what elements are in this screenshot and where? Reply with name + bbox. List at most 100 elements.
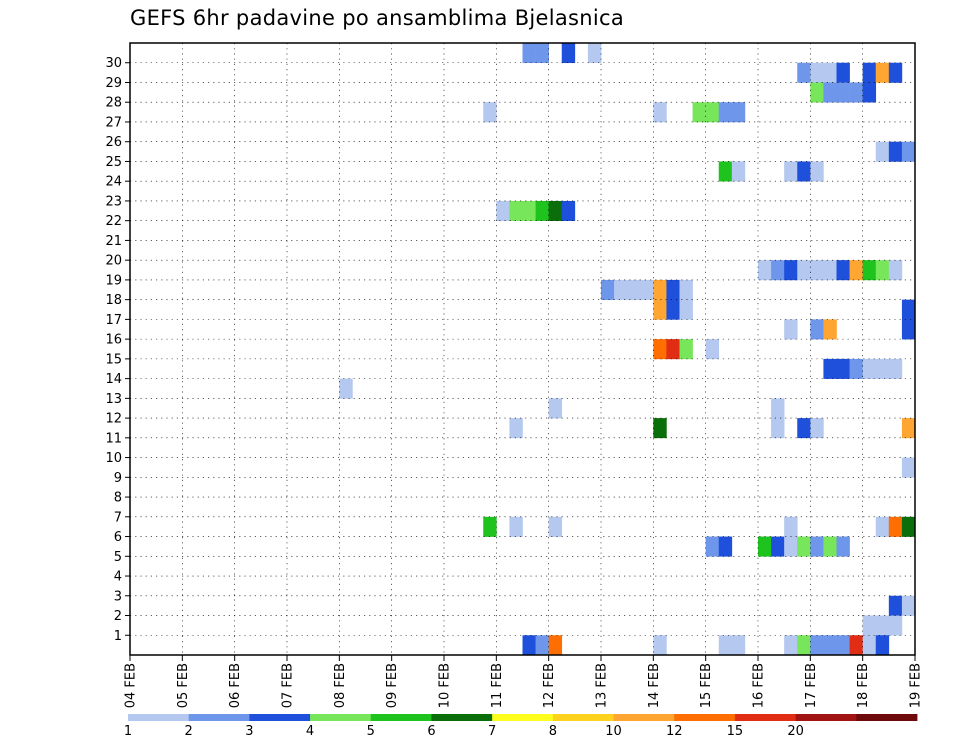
heatmap-cell bbox=[901, 141, 916, 162]
y-tick-label: 25 bbox=[105, 155, 122, 170]
colorbar-label: 4 bbox=[306, 724, 314, 739]
colorbar-swatch bbox=[492, 714, 554, 721]
x-tick-label: 14 FEB bbox=[647, 663, 662, 708]
colorbar-label: 1 bbox=[124, 724, 132, 739]
heatmap-cell bbox=[718, 102, 733, 123]
x-tick-label: 16 FEB bbox=[752, 663, 767, 708]
plot-frame bbox=[129, 42, 916, 656]
x-tick-label: 17 FEB bbox=[804, 663, 819, 708]
y-tick-label: 16 bbox=[105, 333, 122, 348]
heatmap-cell bbox=[836, 536, 850, 557]
heatmap-cell bbox=[535, 200, 549, 221]
heatmap-cell bbox=[875, 635, 890, 656]
heatmap-cell bbox=[679, 279, 693, 300]
heatmap-cell bbox=[797, 635, 811, 656]
heatmap-cell bbox=[797, 62, 811, 83]
heatmap-cell bbox=[666, 299, 680, 320]
heatmap-cell bbox=[823, 536, 837, 557]
heatmap-cell bbox=[784, 516, 798, 537]
y-tick-label: 11 bbox=[105, 431, 122, 446]
heatmap-cell bbox=[653, 102, 667, 123]
y-axis: 1234567891011121314151617181920212223242… bbox=[105, 56, 130, 644]
heatmap-cell bbox=[784, 319, 798, 340]
heatmap-cell bbox=[862, 358, 877, 379]
colorbar-swatch bbox=[431, 714, 493, 721]
heatmap-cell bbox=[653, 339, 667, 360]
heatmap-cell bbox=[535, 43, 549, 64]
y-tick-label: 23 bbox=[105, 194, 122, 209]
x-tick-label: 07 FEB bbox=[281, 663, 296, 708]
x-tick-label: 15 FEB bbox=[699, 663, 714, 708]
heatmap-cell bbox=[849, 82, 863, 103]
heatmap-cell bbox=[653, 299, 667, 320]
x-tick-label: 11 FEB bbox=[490, 663, 505, 708]
heatmap-cell bbox=[862, 635, 877, 656]
y-tick-label: 15 bbox=[105, 352, 122, 367]
heatmap-cell bbox=[810, 418, 824, 439]
heatmap-cell bbox=[548, 200, 563, 221]
heatmap-cell bbox=[731, 635, 746, 656]
heatmap-cell bbox=[901, 319, 916, 340]
heatmap-cell bbox=[339, 378, 353, 399]
heatmap-cell bbox=[810, 62, 824, 83]
heatmap-cell bbox=[548, 635, 563, 656]
colorbar: 1 2 3 4 5 6 7 8 10 12 15 20 bbox=[124, 714, 918, 739]
x-tick-label: 06 FEB bbox=[228, 663, 243, 708]
heatmap-cell bbox=[901, 418, 916, 439]
heatmap-cell bbox=[823, 319, 837, 340]
y-tick-label: 9 bbox=[114, 471, 122, 486]
y-tick-label: 26 bbox=[105, 135, 122, 150]
heatmap-cell bbox=[797, 161, 811, 182]
colorbar-label: 10 bbox=[605, 724, 622, 739]
heatmap-cell bbox=[522, 43, 536, 64]
x-tick-label: 10 FEB bbox=[438, 663, 453, 708]
y-tick-label: 8 bbox=[114, 491, 122, 506]
heatmap-cell bbox=[535, 635, 549, 656]
heatmap-cell bbox=[548, 516, 563, 537]
heatmap-cell bbox=[509, 516, 523, 537]
heatmap-cell bbox=[823, 358, 837, 379]
heatmap-cell bbox=[561, 200, 576, 221]
heatmap-cell bbox=[548, 398, 563, 419]
heatmap-cell bbox=[797, 418, 811, 439]
heatmap-cell bbox=[823, 635, 837, 656]
y-tick-label: 4 bbox=[114, 570, 122, 585]
colorbar-label: 8 bbox=[549, 724, 557, 739]
y-tick-label: 2 bbox=[114, 609, 122, 624]
x-tick-label: 19 FEB bbox=[909, 663, 924, 708]
chart-title: GEFS 6hr padavine po ansamblima Bjelasni… bbox=[130, 6, 625, 30]
colorbar-swatch bbox=[795, 714, 857, 721]
x-tick-label: 04 FEB bbox=[124, 663, 139, 708]
y-tick-label: 14 bbox=[105, 372, 122, 387]
heatmap-cell bbox=[483, 102, 497, 123]
heatmap-cell bbox=[810, 536, 824, 557]
heatmap-cell bbox=[653, 279, 667, 300]
heatmap-cell bbox=[771, 536, 785, 557]
colorbar-swatch bbox=[249, 714, 311, 721]
y-tick-label: 12 bbox=[105, 412, 122, 427]
heatmap-cell bbox=[888, 141, 903, 162]
heatmap-cell bbox=[483, 516, 497, 537]
heatmap-cell bbox=[888, 615, 903, 636]
heatmap-cell bbox=[731, 102, 746, 123]
heatmap-cell bbox=[823, 260, 837, 281]
heatmap-cell bbox=[875, 62, 890, 83]
heatmap-cell bbox=[627, 279, 641, 300]
colorbar-label: 15 bbox=[727, 724, 744, 739]
colorbar-swatch bbox=[370, 714, 432, 721]
colorbar-label: 12 bbox=[666, 724, 683, 739]
heatmap-cell bbox=[522, 200, 536, 221]
heatmap-cell bbox=[888, 516, 903, 537]
y-tick-label: 22 bbox=[105, 214, 122, 229]
heatmap-cell bbox=[718, 635, 733, 656]
y-tick-label: 5 bbox=[114, 550, 122, 565]
y-tick-label: 30 bbox=[105, 56, 122, 71]
heatmap-cell bbox=[614, 279, 628, 300]
colorbar-swatch bbox=[552, 714, 614, 721]
y-tick-label: 6 bbox=[114, 530, 122, 545]
heatmap-cell bbox=[875, 358, 890, 379]
heatmap-cell bbox=[692, 102, 706, 123]
colorbar-label: 3 bbox=[245, 724, 253, 739]
heatmap-cell bbox=[875, 260, 890, 281]
